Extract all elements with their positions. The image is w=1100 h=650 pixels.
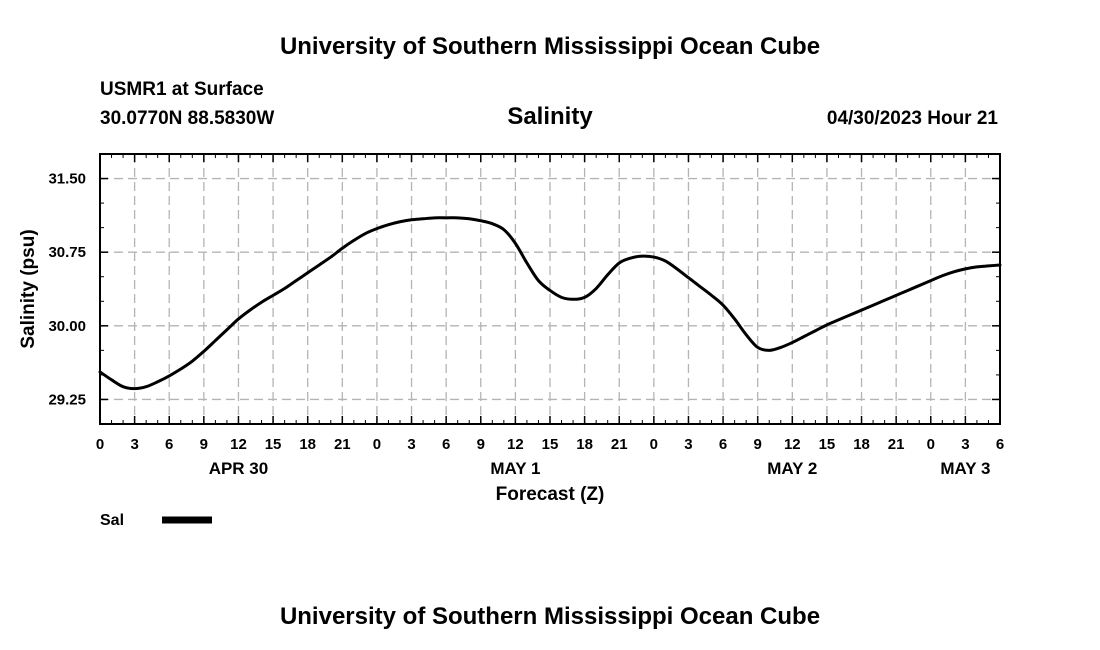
- x-tick-label: 15: [819, 436, 836, 453]
- y-tick-label: 30.75: [48, 244, 86, 261]
- x-tick-label: 6: [442, 436, 450, 453]
- axis-tick-labels: 0 3 6 9 12 15 18 21 0 3 6 9 12 15 18 21 0 3 6 9 12 15 18 21 0 3 6 2…: [48, 171, 1004, 478]
- x-tick-label: 9: [754, 436, 762, 453]
- x-tick-label: 15: [542, 436, 559, 453]
- x-tick-label: 3: [684, 436, 692, 453]
- x-tick-label: 12: [230, 436, 247, 453]
- x-tick-label: 6: [996, 436, 1004, 453]
- x-tick-label: 6: [165, 436, 173, 453]
- y-axis-title: Salinity (psu): [18, 229, 39, 348]
- date-label: APR 30: [209, 459, 269, 478]
- y-tick-label: 29.25: [48, 391, 86, 408]
- salinity-line: [98, 216, 1002, 391]
- x-axis-title: Forecast (Z): [496, 484, 605, 505]
- date-label: MAY 2: [767, 459, 817, 478]
- date-label: MAY 1: [490, 459, 540, 478]
- footer-title: University of Southern Mississippi Ocean…: [280, 603, 820, 630]
- station-label: USMR1 at Surface: [100, 79, 264, 100]
- date-label: MAY 3: [940, 459, 990, 478]
- x-tick-label: 12: [507, 436, 524, 453]
- x-tick-label: 0: [373, 436, 381, 453]
- x-tick-label: 12: [784, 436, 801, 453]
- x-tick-label: 9: [477, 436, 485, 453]
- x-tick-label: 3: [130, 436, 138, 453]
- x-tick-label: 9: [200, 436, 208, 453]
- x-tick-label: 21: [611, 436, 628, 453]
- y-tick-label: 30.00: [48, 318, 86, 335]
- x-tick-label: 15: [265, 436, 282, 453]
- x-tick-label: 21: [888, 436, 905, 453]
- chart-title: Salinity: [507, 103, 593, 130]
- x-tick-label: 21: [334, 436, 351, 453]
- x-tick-label: 0: [96, 436, 104, 453]
- axis-ticks: [99, 154, 1001, 424]
- x-tick-label: 3: [407, 436, 415, 453]
- x-tick-label: 6: [719, 436, 727, 453]
- legend-label: Sal: [100, 512, 124, 529]
- x-tick-label: 0: [927, 436, 935, 453]
- x-tick-label: 3: [961, 436, 969, 453]
- x-tick-label: 18: [853, 436, 870, 453]
- main-title: University of Southern Mississippi Ocean…: [280, 33, 820, 60]
- location-label: 30.0770N 88.5830W: [100, 108, 274, 129]
- forecast-datetime: 04/30/2023 Hour 21: [827, 108, 999, 129]
- x-tick-label: 18: [299, 436, 316, 453]
- x-tick-label: 18: [576, 436, 593, 453]
- x-tick-label: 0: [650, 436, 658, 453]
- y-tick-label: 31.50: [48, 171, 86, 188]
